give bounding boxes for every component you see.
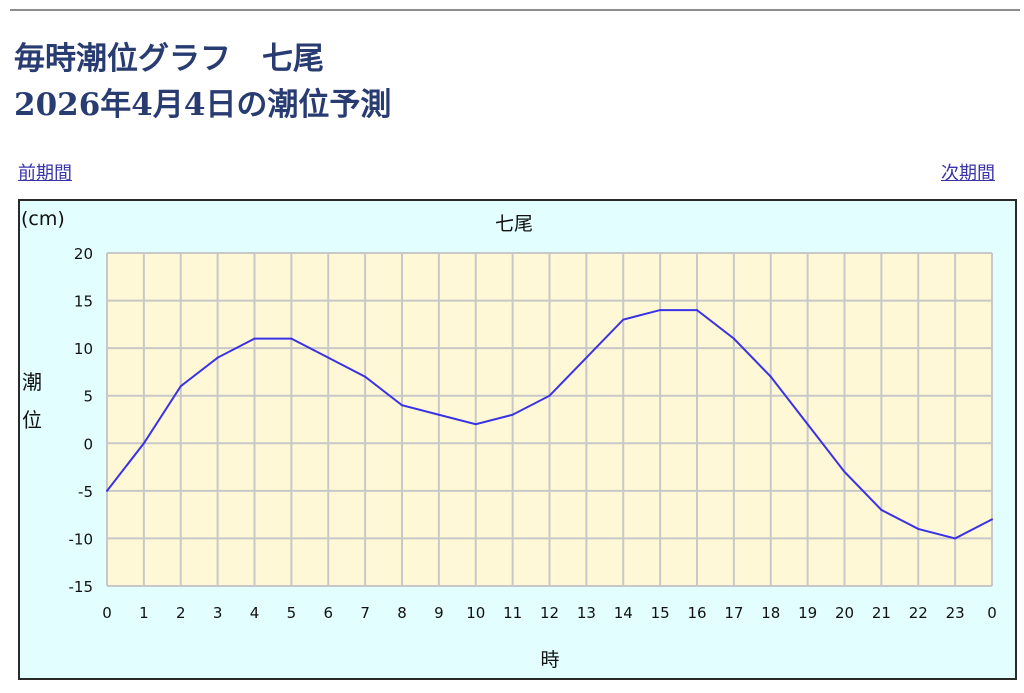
- tide-data-point: [585, 356, 588, 359]
- tide-data-point: [659, 309, 662, 312]
- x-tick-label: 9: [434, 604, 444, 622]
- tide-data-point: [622, 318, 625, 321]
- y-tick-label: 20: [74, 245, 93, 263]
- x-tick-label: 2: [176, 604, 186, 622]
- tide-data-point: [179, 385, 182, 388]
- tide-data-point: [474, 423, 477, 426]
- tide-data-point: [216, 356, 219, 359]
- x-tick-label: 10: [466, 604, 485, 622]
- y-tick-label: -10: [69, 530, 94, 548]
- y-axis-label-char: 潮: [22, 370, 42, 394]
- x-tick-label: 1: [139, 604, 149, 622]
- tide-data-point: [917, 527, 920, 530]
- chart-title: 七尾: [495, 213, 533, 235]
- tide-data-point: [253, 337, 256, 340]
- y-tick-label: 10: [74, 340, 93, 358]
- x-tick-label: 23: [946, 604, 965, 622]
- page-title-line-1: 毎時潮位グラフ 七尾: [14, 41, 324, 77]
- x-tick-label: 21: [872, 604, 891, 622]
- y-axis-label: 潮位: [22, 370, 42, 432]
- x-axis-label: 時: [540, 649, 559, 671]
- x-tick-label: 0: [102, 604, 112, 622]
- y-tick-label: 0: [83, 435, 93, 453]
- tide-data-point: [511, 413, 514, 416]
- tide-data-point: [769, 375, 772, 378]
- x-tick-label: 3: [213, 604, 223, 622]
- tide-data-point: [142, 442, 145, 445]
- previous-period-link[interactable]: 前期間: [18, 163, 72, 184]
- x-tick-label: 20: [835, 604, 854, 622]
- page-title-line-2: 2026年4月4日の潮位予測: [14, 87, 392, 123]
- tide-data-point: [954, 537, 957, 540]
- top-divider: [10, 9, 1020, 11]
- y-axis-label-char: 位: [22, 408, 42, 432]
- x-tick-label: 18: [761, 604, 780, 622]
- x-tick-label: 7: [360, 604, 370, 622]
- x-tick-label: 16: [687, 604, 706, 622]
- y-tick-label: 5: [83, 388, 93, 406]
- tide-data-point: [991, 518, 993, 521]
- tide-data-point: [806, 423, 809, 426]
- tide-data-point: [880, 508, 883, 511]
- tide-data-point: [843, 470, 846, 473]
- x-tick-label: 12: [540, 604, 559, 622]
- tide-chart: 20 15 10 5 0 -5 -10 -15 0 1 2 3 4 5 6 7 8 9 10 11 12 13 14 15 16…: [18, 199, 1017, 680]
- tide-data-point: [548, 394, 551, 397]
- y-unit-label: (cm): [21, 208, 65, 230]
- x-tick-label: 5: [287, 604, 297, 622]
- x-tick-label: 8: [397, 604, 407, 622]
- x-tick-label: 0: [987, 604, 997, 622]
- x-tick-label: 4: [250, 604, 260, 622]
- tide-data-point: [290, 337, 293, 340]
- tide-data-point: [732, 337, 735, 340]
- y-tick-label: 15: [74, 293, 93, 311]
- tide-data-point: [696, 309, 698, 312]
- y-tick-label: -15: [69, 578, 94, 596]
- x-tick-label: 11: [503, 604, 522, 622]
- tide-data-point: [437, 413, 440, 416]
- x-tick-label: 17: [724, 604, 743, 622]
- x-tick-label: 13: [577, 604, 596, 622]
- page-title: 毎時潮位グラフ 七尾 2026年4月4日の潮位予測: [14, 36, 391, 128]
- y-tick-label: -5: [78, 483, 93, 501]
- tide-data-point: [364, 375, 367, 378]
- tide-data-point: [401, 404, 403, 407]
- x-tick-label: 6: [323, 604, 333, 622]
- tide-data-point: [327, 356, 330, 359]
- x-tick-label: 15: [651, 604, 670, 622]
- x-tick-label: 19: [798, 604, 817, 622]
- x-tick-label: 14: [614, 604, 633, 622]
- next-period-link[interactable]: 次期間: [941, 163, 995, 184]
- x-tick-label: 22: [909, 604, 928, 622]
- tide-data-point: [106, 489, 108, 492]
